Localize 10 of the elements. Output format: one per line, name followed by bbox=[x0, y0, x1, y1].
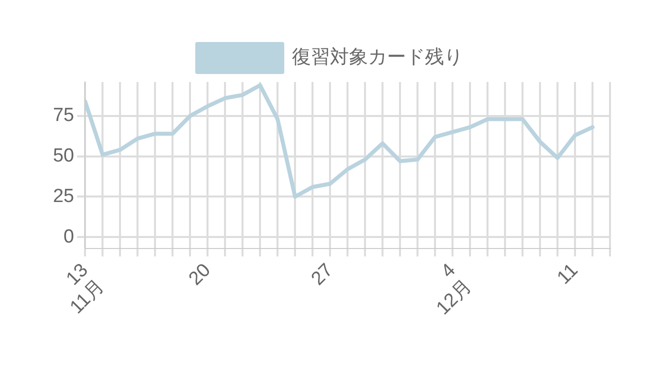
y-tick-label: 0 bbox=[64, 226, 74, 248]
y-tick-label: 75 bbox=[52, 105, 74, 126]
x-tick-label: 27 bbox=[308, 260, 338, 290]
x-tick-label: 4 12月 bbox=[432, 260, 476, 320]
x-tick-label: 20 bbox=[185, 260, 215, 290]
x-tick-label: 11 bbox=[553, 260, 582, 289]
x-tick-label: 13 11月 bbox=[62, 260, 108, 318]
y-tick-label: 50 bbox=[52, 146, 74, 167]
y-tick-label: 25 bbox=[52, 186, 74, 207]
legend-label: 復習対象カード残り bbox=[292, 46, 463, 68]
